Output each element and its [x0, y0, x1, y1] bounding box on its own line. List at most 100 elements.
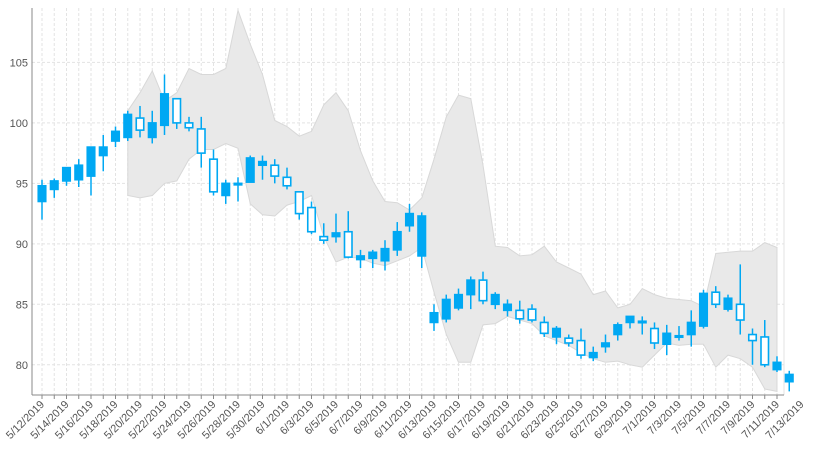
- candle-body: [784, 373, 794, 383]
- candle-body: [74, 164, 84, 181]
- y-tick-label: 100: [10, 118, 28, 130]
- candle: [772, 356, 782, 373]
- candle-body: [37, 184, 47, 203]
- candle-body: [331, 232, 341, 238]
- candle: [576, 328, 586, 359]
- candle-body: [380, 247, 390, 262]
- candle: [711, 286, 721, 308]
- candle: [98, 134, 108, 172]
- candle: [404, 203, 415, 232]
- candle-body: [453, 293, 464, 309]
- candle: [331, 213, 341, 243]
- candle: [380, 240, 390, 271]
- candle: [49, 178, 59, 198]
- candle-body: [747, 333, 758, 342]
- candle-body: [49, 180, 59, 191]
- candle-body: [355, 255, 366, 261]
- y-tick-label: 80: [16, 360, 28, 372]
- candle: [257, 155, 268, 180]
- candle-body: [735, 303, 745, 321]
- candle-body: [172, 97, 182, 124]
- candle: [355, 249, 366, 269]
- candle: [760, 320, 770, 368]
- candle-body: [698, 292, 709, 327]
- candle: [441, 294, 451, 323]
- candle: [625, 315, 635, 329]
- candle: [282, 167, 292, 190]
- candle: [478, 271, 488, 305]
- candle: [613, 322, 623, 341]
- candle-body: [441, 298, 451, 320]
- candle: [270, 159, 280, 184]
- y-tick-label: 95: [16, 178, 28, 190]
- candle: [527, 304, 537, 323]
- candle-body: [613, 324, 623, 336]
- candle-body: [711, 291, 721, 306]
- candle: [233, 177, 243, 202]
- candle-body: [159, 93, 170, 127]
- y-tick-label: 90: [16, 239, 28, 251]
- candle: [319, 223, 329, 244]
- candle: [515, 300, 525, 324]
- candle-body: [184, 122, 194, 129]
- candle-body: [417, 215, 427, 257]
- candle-body: [196, 128, 206, 154]
- candle-body: [245, 157, 255, 183]
- candle-body: [527, 308, 537, 321]
- candle: [306, 201, 317, 235]
- candle: [600, 334, 611, 353]
- candle: [723, 294, 733, 312]
- candle: [123, 110, 133, 142]
- candle-body: [319, 235, 329, 241]
- candle: [110, 126, 121, 148]
- candle: [429, 304, 439, 331]
- candle-body: [392, 230, 402, 251]
- candle: [539, 316, 549, 337]
- candle-body: [294, 191, 304, 215]
- envelope-band: [127, 8, 778, 393]
- candle-body: [760, 336, 770, 366]
- candle-body: [270, 164, 280, 177]
- y-tick-label: 105: [10, 57, 28, 69]
- candle-body: [662, 332, 672, 346]
- candle-body: [306, 206, 317, 233]
- candle-body: [98, 146, 108, 157]
- candle: [221, 179, 231, 204]
- candle-body: [576, 339, 586, 356]
- candle: [159, 74, 170, 135]
- candle-body: [539, 321, 549, 335]
- candle-body: [515, 309, 525, 320]
- candle-body: [221, 182, 231, 197]
- candle-body: [637, 320, 647, 324]
- candle: [784, 370, 794, 392]
- candle: [466, 276, 476, 310]
- candle: [747, 328, 758, 365]
- candle: [735, 264, 745, 335]
- candle: [86, 146, 96, 196]
- y-tick-label: 85: [16, 299, 28, 311]
- candle-body: [723, 297, 733, 310]
- candle-body: [282, 176, 292, 187]
- candle-body: [135, 117, 145, 131]
- candle-body: [257, 160, 268, 167]
- candle: [490, 292, 500, 310]
- candle: [368, 249, 378, 269]
- candle: [686, 310, 696, 347]
- candle-body: [343, 230, 353, 258]
- candle-body: [123, 113, 133, 139]
- candle: [551, 326, 562, 345]
- candle: [674, 326, 684, 341]
- candle-body: [147, 122, 157, 139]
- candle: [61, 166, 72, 186]
- candle: [417, 212, 427, 269]
- candle-body: [600, 342, 611, 348]
- candle-body: [208, 158, 219, 193]
- candle-body: [478, 279, 488, 302]
- candle: [698, 289, 709, 329]
- candle: [245, 155, 255, 183]
- candle: [649, 322, 660, 350]
- candle: [294, 191, 304, 220]
- candle-body: [86, 146, 96, 177]
